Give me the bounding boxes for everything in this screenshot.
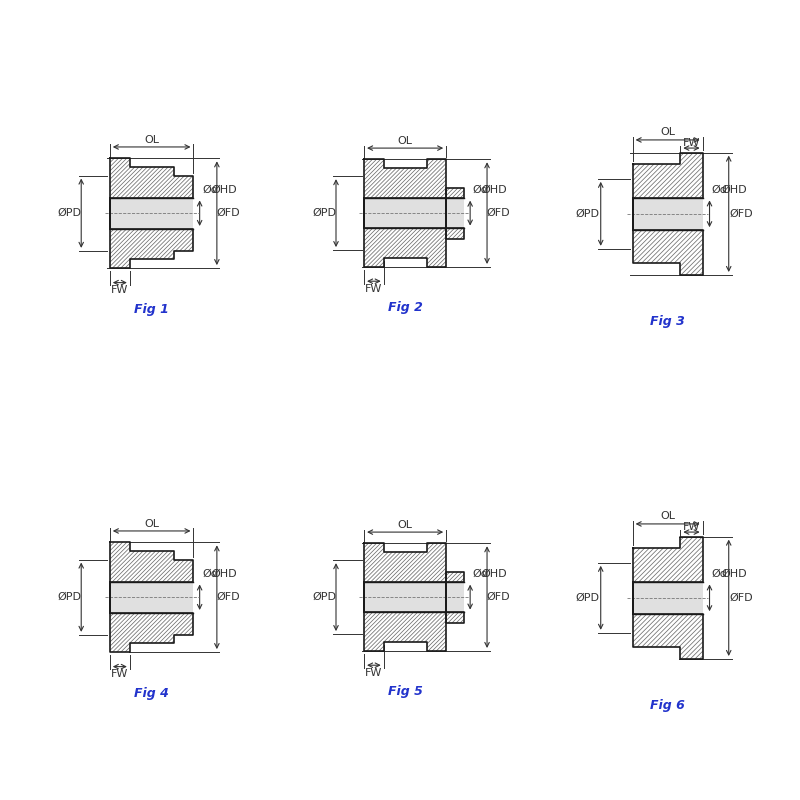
Text: OL: OL bbox=[660, 127, 675, 138]
Text: FW: FW bbox=[111, 670, 129, 679]
Text: Fig 6: Fig 6 bbox=[650, 699, 685, 712]
Text: OL: OL bbox=[144, 135, 159, 145]
Text: Ød: Ød bbox=[712, 185, 728, 194]
Bar bbox=[364, 582, 464, 613]
Text: ØPD: ØPD bbox=[576, 593, 600, 603]
Text: Ød: Ød bbox=[202, 569, 218, 579]
Text: Fig 5: Fig 5 bbox=[388, 686, 422, 698]
Text: OL: OL bbox=[398, 137, 413, 146]
Polygon shape bbox=[633, 537, 702, 659]
Text: ØPD: ØPD bbox=[313, 592, 337, 602]
Text: FW: FW bbox=[111, 286, 129, 295]
Text: Fig 4: Fig 4 bbox=[134, 687, 169, 700]
Bar bbox=[633, 582, 702, 614]
Text: ØFD: ØFD bbox=[217, 592, 240, 602]
Text: ØHD: ØHD bbox=[721, 569, 746, 578]
Bar bbox=[633, 198, 702, 230]
Text: Ød: Ød bbox=[473, 186, 489, 195]
Bar bbox=[110, 198, 194, 229]
Polygon shape bbox=[633, 153, 702, 275]
Text: ØPD: ØPD bbox=[58, 208, 82, 218]
Polygon shape bbox=[364, 543, 446, 651]
Text: ØFD: ØFD bbox=[730, 593, 754, 603]
Text: ØFD: ØFD bbox=[217, 208, 240, 218]
Text: ØHD: ØHD bbox=[482, 570, 507, 579]
Text: FW: FW bbox=[366, 284, 382, 294]
Bar bbox=[110, 582, 194, 613]
Text: OL: OL bbox=[660, 511, 675, 522]
Polygon shape bbox=[110, 542, 194, 652]
Text: OL: OL bbox=[398, 521, 413, 530]
Text: Ød: Ød bbox=[473, 570, 489, 579]
Polygon shape bbox=[110, 158, 194, 268]
Polygon shape bbox=[446, 187, 464, 238]
Text: FW: FW bbox=[366, 668, 382, 678]
Text: Ød: Ød bbox=[712, 569, 728, 578]
Text: ØFD: ØFD bbox=[486, 208, 510, 218]
Text: Fig 2: Fig 2 bbox=[388, 302, 422, 314]
Text: Fig 1: Fig 1 bbox=[134, 303, 169, 316]
Text: ØPD: ØPD bbox=[313, 208, 337, 218]
Text: ØFD: ØFD bbox=[730, 209, 754, 219]
Text: ØHD: ØHD bbox=[211, 185, 237, 195]
Text: ØHD: ØHD bbox=[211, 569, 237, 579]
Text: ØPD: ØPD bbox=[58, 592, 82, 602]
Text: ØHD: ØHD bbox=[721, 185, 746, 194]
Text: Ød: Ød bbox=[202, 185, 218, 195]
Bar bbox=[364, 198, 464, 229]
Polygon shape bbox=[364, 159, 446, 267]
Text: ØHD: ØHD bbox=[482, 186, 507, 195]
Text: FW: FW bbox=[683, 522, 700, 532]
Text: FW: FW bbox=[683, 138, 700, 148]
Text: ØPD: ØPD bbox=[576, 209, 600, 219]
Text: OL: OL bbox=[144, 519, 159, 529]
Text: Fig 3: Fig 3 bbox=[650, 315, 685, 328]
Polygon shape bbox=[446, 571, 464, 622]
Text: ØFD: ØFD bbox=[486, 592, 510, 602]
